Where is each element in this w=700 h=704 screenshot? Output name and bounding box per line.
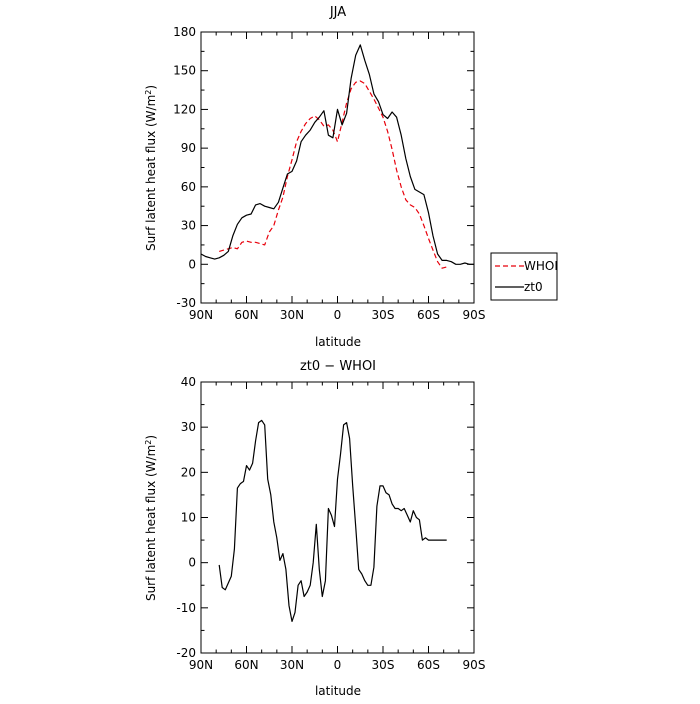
- y-axis-label: Surf latent heat flux (W/m2): [144, 435, 159, 601]
- y-tick-labels: -30 0 30 60 90 120 150 180: [173, 25, 196, 310]
- y-tick-labels: -20 -10 0 10 20 30 40: [176, 375, 196, 660]
- y-tick-label: 30: [181, 219, 196, 233]
- chart-title: zt0 − WHOI: [300, 359, 376, 374]
- chart-title: JJA: [329, 5, 346, 20]
- y-tick-label: 60: [181, 180, 196, 194]
- y-tick-label: 30: [181, 420, 196, 434]
- legend-label-zt0: zt0: [524, 280, 543, 294]
- x-tick-label: 60N: [234, 658, 258, 672]
- y-tick-label: -30: [176, 296, 196, 310]
- axis-ticks: [200, 381, 475, 654]
- y-tick-label: 120: [173, 102, 196, 116]
- y-tick-label: 0: [188, 556, 196, 570]
- x-axis-label: latitude: [315, 335, 361, 349]
- x-tick-label: 90S: [463, 658, 486, 672]
- x-tick-label: 60N: [234, 308, 258, 322]
- series-line-whoi: [219, 80, 447, 269]
- legend-label-whoi: WHOI: [524, 259, 558, 273]
- x-tick-label: 90N: [189, 308, 213, 322]
- y-tick-label: -10: [176, 601, 196, 615]
- x-tick-label: 90S: [463, 308, 486, 322]
- x-tick-label: 60S: [417, 658, 440, 672]
- series-group: [218, 419, 447, 623]
- top-panel-jja: JJA -30 0 30 60 90 120 150 180 90N 60N 30N 0 30S 60S…: [144, 5, 558, 349]
- series-line-zt0: [200, 44, 474, 265]
- y-tick-label: -20: [176, 646, 196, 660]
- series-line-difference: [218, 419, 447, 623]
- axis-ticks: [200, 31, 475, 304]
- plot-frame: [200, 381, 475, 654]
- y-tick-label: 180: [173, 25, 196, 39]
- x-tick-label: 30S: [372, 658, 395, 672]
- x-axis-label: latitude: [315, 684, 361, 698]
- x-tick-labels: 90N 60N 30N 0 30S 60S 90S: [189, 308, 486, 322]
- x-tick-label: 30N: [280, 658, 304, 672]
- x-tick-label: 0: [334, 658, 342, 672]
- x-tick-labels: 90N 60N 30N 0 30S 60S 90S: [189, 658, 486, 672]
- series-group: [200, 44, 474, 269]
- y-tick-label: 10: [181, 511, 196, 525]
- y-tick-label: 150: [173, 64, 196, 78]
- x-tick-label: 0: [334, 308, 342, 322]
- x-tick-label: 30S: [372, 308, 395, 322]
- y-tick-label: 40: [181, 375, 196, 389]
- bottom-panel-difference: zt0 − WHOI -20 -10 0 10 20 30 40 90N 60N 30N 0 30S…: [144, 359, 486, 698]
- x-tick-label: 60S: [417, 308, 440, 322]
- y-tick-label: 0: [188, 257, 196, 271]
- y-tick-label: 20: [181, 465, 196, 479]
- legend-box: [490, 252, 558, 301]
- plot-frame: [200, 31, 475, 304]
- x-tick-label: 90N: [189, 658, 213, 672]
- legend: WHOI zt0: [490, 252, 558, 301]
- y-tick-label: 90: [181, 141, 196, 155]
- y-axis-label: Surf latent heat flux (W/m2): [144, 85, 159, 251]
- x-tick-label: 30N: [280, 308, 304, 322]
